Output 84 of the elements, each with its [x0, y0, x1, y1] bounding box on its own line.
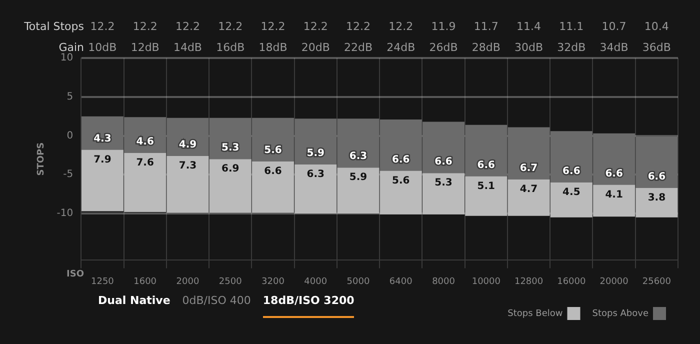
x-tick-label: 4000 — [304, 276, 328, 287]
x-tick-label: 10000 — [472, 276, 501, 287]
x-tick-label: 3200 — [262, 276, 285, 287]
data-label: 6.6 — [392, 154, 410, 166]
x-tick-label: 1600 — [134, 276, 157, 287]
text: 12.2 — [303, 20, 328, 33]
text: 32dB — [557, 40, 586, 54]
text: 18dB/ISO 3200 — [262, 294, 354, 307]
text: 12.2 — [388, 20, 414, 33]
data-label: 3.8 — [648, 192, 666, 204]
data-label: 4.9 — [178, 140, 197, 151]
text: 26dB — [429, 40, 458, 54]
text: 10dB — [88, 40, 117, 54]
y-tick-label: 5 — [66, 91, 74, 102]
text: 28dB — [472, 40, 500, 54]
data-label: 5.9 — [349, 172, 368, 184]
data-label: 5.6 — [392, 175, 410, 186]
text: 11.9 — [431, 20, 456, 33]
text: Total Stops — [23, 20, 84, 33]
text: 0dB/ISO 400 — [182, 294, 251, 307]
data-label: 4.5 — [562, 187, 580, 198]
text: 12.2 — [132, 20, 158, 33]
x-tick-label: 12800 — [514, 276, 544, 287]
data-label: 4.1 — [605, 189, 623, 200]
data-label: 7.6 — [136, 157, 154, 168]
text: 10.4 — [644, 20, 669, 33]
data-label: 5.6 — [264, 145, 282, 156]
data-label: 6.9 — [221, 164, 240, 175]
text: 12.2 — [218, 20, 243, 33]
text: 18dB — [258, 40, 288, 54]
x-tick-label: 2000 — [176, 276, 200, 287]
y-axis-title: STOPS — [36, 142, 47, 176]
text: Gain — [58, 40, 84, 54]
text: 16dB — [216, 40, 245, 54]
data-label: 4.7 — [520, 184, 538, 195]
x-tick-label: 16000 — [557, 276, 586, 287]
data-label: 6.6 — [477, 160, 496, 171]
text: 11.1 — [559, 20, 584, 33]
text: 12.2 — [346, 20, 370, 33]
y-tick-label: 0 — [66, 130, 74, 142]
text: 34dB — [600, 40, 628, 54]
x-tick-label: 2500 — [218, 276, 242, 287]
text: 12.2 — [260, 20, 286, 33]
data-label: 7.3 — [178, 160, 197, 172]
text: 20dB — [301, 40, 330, 54]
legend-label: Stops Below — [508, 308, 563, 319]
x-tick-label: 5000 — [346, 276, 370, 287]
data-label: 6.3 — [306, 169, 325, 180]
data-label: 5.3 — [434, 178, 452, 189]
text: 14dB — [173, 40, 202, 54]
data-label: 4.3 — [94, 133, 112, 144]
y-tick-label: -5 — [63, 169, 74, 180]
data-label: 6.6 — [648, 171, 666, 182]
data-label: 5.1 — [477, 180, 496, 192]
legend-label: Stops Above — [592, 308, 649, 319]
text: 10.7 — [602, 20, 626, 33]
data-label: 6.6 — [264, 166, 282, 178]
data-label: 6.7 — [520, 162, 538, 174]
x-tick-label: 1250 — [90, 276, 114, 287]
text: Dual Native — [98, 294, 170, 307]
text: 12.2 — [90, 20, 115, 33]
text: 12.2 — [175, 20, 200, 33]
x-tick-label: 6400 — [389, 276, 413, 287]
data-label: 4.6 — [136, 136, 154, 148]
text: 24dB — [386, 40, 416, 54]
text: 11.4 — [516, 20, 542, 33]
text: 12dB — [130, 40, 160, 54]
data-label: 5.9 — [306, 148, 325, 160]
data-label: 5.3 — [221, 142, 240, 154]
text: 30dB — [514, 40, 544, 54]
data-label: 7.9 — [94, 154, 112, 166]
x-tick-label: 20000 — [600, 276, 629, 287]
x-tick-label: 8000 — [432, 276, 456, 287]
x-axis-title: ISO — [66, 270, 84, 280]
text: 36dB — [642, 40, 671, 54]
y-tick-label: -10 — [56, 208, 74, 220]
data-label: 6.6 — [434, 156, 452, 168]
data-label: 6.3 — [349, 151, 368, 162]
y-tick-label: 10 — [60, 52, 74, 64]
x-tick-label: 25600 — [642, 276, 672, 287]
data-label: 6.6 — [605, 168, 623, 180]
data-label: 6.6 — [562, 166, 580, 178]
text: 11.7 — [474, 20, 498, 33]
text: 22dB — [344, 40, 373, 54]
